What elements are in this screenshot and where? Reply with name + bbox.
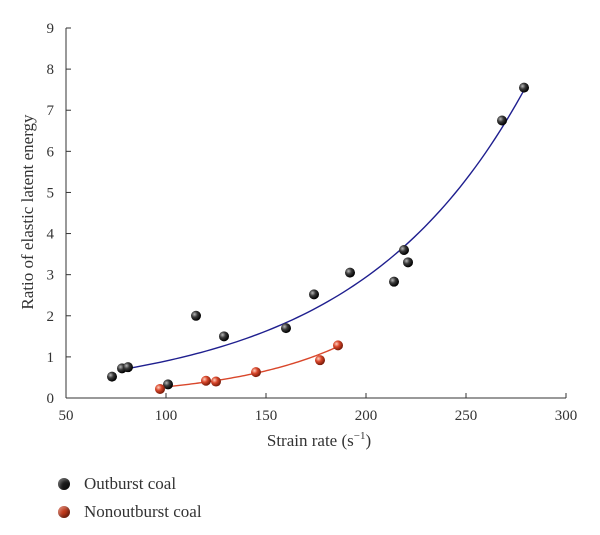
x-tick-label: 50 xyxy=(59,408,74,424)
data-point-nonoutburst xyxy=(315,355,325,366)
y-tick-label: 1 xyxy=(47,350,55,366)
y-axis-title: Ratio of elastic latent energy xyxy=(18,114,37,310)
x-tick-label: 250 xyxy=(455,408,478,424)
data-point-nonoutburst xyxy=(251,367,261,378)
data-point-outburst xyxy=(123,362,133,373)
legend-label-nonoutburst: Nonoutburst coal xyxy=(84,502,202,521)
x-tick-label: 300 xyxy=(555,408,578,424)
x-tick-label: 150 xyxy=(255,408,278,424)
fit-curve-nonoutburst xyxy=(159,345,339,389)
x-axis-title: Strain rate (s−1) xyxy=(267,430,371,450)
y-tick-label: 2 xyxy=(47,309,55,325)
data-point-outburst xyxy=(163,379,173,390)
x-axis-title-superscript: −1 xyxy=(354,430,366,442)
data-point-outburst xyxy=(191,310,201,321)
legend-label-outburst: Outburst coal xyxy=(84,474,177,493)
y-tick-label: 8 xyxy=(47,62,55,78)
legend: Outburst coal Nonoutburst coal xyxy=(58,470,202,526)
data-point-outburst xyxy=(403,257,413,268)
data-point-outburst xyxy=(309,289,319,300)
data-point-outburst xyxy=(399,245,409,255)
fit-curve-outburst xyxy=(119,86,527,371)
data-point-outburst xyxy=(107,371,117,382)
data-point-outburst xyxy=(389,276,399,287)
data-point-nonoutburst xyxy=(155,383,165,394)
y-tick-label: 5 xyxy=(47,185,55,201)
legend-marker-nonoutburst xyxy=(58,506,70,518)
data-points xyxy=(107,82,529,394)
data-point-nonoutburst xyxy=(201,375,211,386)
legend-marker-outburst xyxy=(58,478,70,490)
data-point-outburst xyxy=(497,115,507,126)
legend-item-outburst: Outburst coal xyxy=(58,470,202,498)
data-point-outburst xyxy=(519,82,529,93)
tick-labels: 0 1 2 3 4 5 6 7 8 9 50 100 150 200 250 300 xyxy=(47,21,578,424)
legend-item-nonoutburst: Nonoutburst coal xyxy=(58,498,202,526)
y-tick-label: 6 xyxy=(47,144,55,160)
data-point-nonoutburst xyxy=(211,376,221,387)
fit-curves xyxy=(119,86,527,389)
x-tick-label: 200 xyxy=(355,408,378,424)
y-tick-label: 0 xyxy=(47,391,55,407)
y-tick-label: 9 xyxy=(47,21,55,37)
x-tick-label: 100 xyxy=(155,408,178,424)
y-tick-label: 7 xyxy=(47,103,55,119)
y-tick-label: 4 xyxy=(47,227,55,243)
x-axis-title-main: Strain rate (s xyxy=(267,431,354,450)
scatter-chart: 0 1 2 3 4 5 6 7 8 9 50 100 150 200 250 300 Ratio of ela… xyxy=(18,21,578,450)
data-point-outburst xyxy=(219,331,229,342)
data-point-outburst xyxy=(281,323,291,334)
y-tick-label: 3 xyxy=(47,268,55,284)
axes xyxy=(65,27,567,399)
data-point-nonoutburst xyxy=(333,340,343,351)
data-point-outburst xyxy=(345,267,355,278)
x-axis-title-end: ) xyxy=(365,431,371,450)
